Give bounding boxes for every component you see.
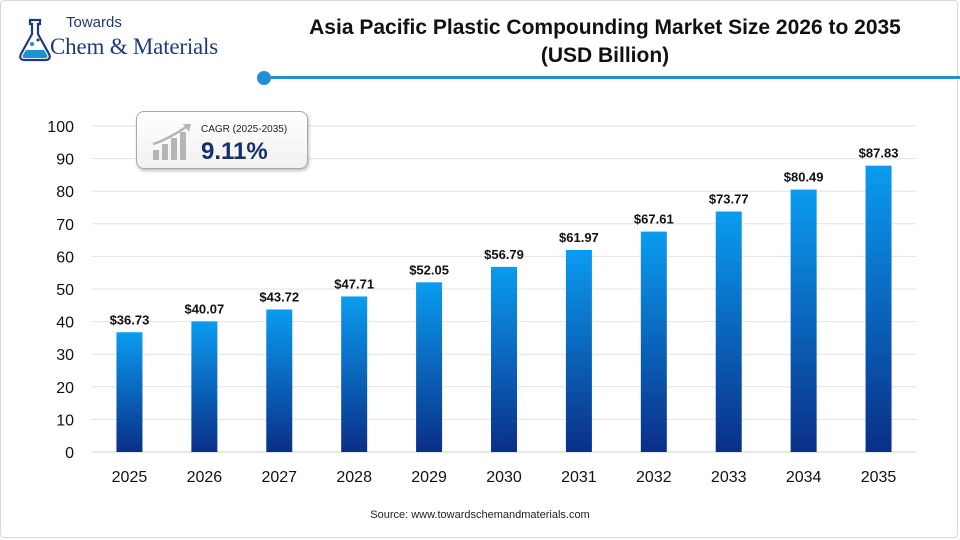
y-tick-label: 70 — [56, 217, 74, 234]
x-tick-label: 2028 — [336, 469, 372, 486]
chart-title-line-2: (USD Billion) — [540, 44, 670, 67]
logo-text-main: Chem & Materials — [50, 34, 218, 59]
x-tick-label: 2035 — [861, 469, 897, 486]
bar-2034 — [790, 189, 817, 452]
data-label-2033: $73.77 — [709, 192, 749, 207]
logo-text-top: Towards — [66, 14, 122, 31]
x-tick-label: 2031 — [561, 469, 597, 486]
bar-2030 — [491, 266, 517, 452]
growth-chart-icon — [152, 123, 191, 160]
data-label-2029: $52.05 — [409, 262, 449, 277]
bar-2028 — [341, 296, 368, 452]
chart-title: Asia Pacific Plastic Compounding Market … — [280, 14, 930, 70]
y-axis: 0 10 20 30 40 50 60 70 80 90 100 — [47, 119, 74, 462]
bar-2026 — [191, 321, 218, 452]
y-tick-label: 20 — [56, 380, 74, 397]
y-tick-label: 10 — [56, 412, 74, 429]
x-tick-label: 2030 — [486, 469, 522, 486]
data-label-2034: $80.49 — [784, 170, 824, 185]
x-tick-label: 2027 — [261, 469, 297, 486]
source-note: Source: www.towardschemandmaterials.com — [370, 509, 590, 521]
divider-dot — [257, 71, 271, 85]
bar-2033 — [715, 211, 742, 452]
bar-2027 — [266, 309, 293, 452]
data-label-2026: $40.07 — [184, 301, 224, 316]
data-label-2030: $56.79 — [484, 247, 524, 262]
data-label-2032: $67.61 — [634, 212, 674, 227]
data-label-2027: $43.72 — [259, 289, 299, 304]
data-label-2031: $61.97 — [559, 230, 599, 245]
x-tick-label: 2033 — [711, 469, 747, 486]
bar-2031 — [565, 249, 592, 452]
x-tick-label: 2034 — [786, 469, 822, 486]
divider-line — [271, 76, 960, 79]
bar-2035 — [865, 165, 892, 452]
flask-icon — [19, 18, 51, 62]
y-tick-label: 100 — [47, 119, 74, 136]
y-tick-label: 30 — [56, 347, 74, 364]
brand-logo: Towards Chem & Materials — [14, 4, 264, 68]
y-tick-label: 40 — [56, 315, 74, 332]
data-label-2035: $87.83 — [859, 146, 899, 161]
bars: $36.73 $40.07 $43.72 $47.71 $52.05 $56.79 $61.… — [110, 146, 899, 452]
bar-2025 — [116, 332, 143, 452]
bar-2029 — [416, 282, 443, 452]
bar-2032 — [640, 231, 667, 452]
x-tick-label: 2026 — [187, 469, 223, 486]
data-label-2028: $47.71 — [334, 276, 374, 291]
y-tick-label: 80 — [56, 184, 74, 201]
x-tick-label: 2032 — [636, 469, 672, 486]
chart-title-line-1: Asia Pacific Plastic Compounding Market … — [309, 16, 901, 39]
cagr-label: CAGR (2025-2035) — [201, 124, 288, 135]
y-tick-label: 0 — [65, 445, 74, 462]
x-tick-label: 2025 — [112, 469, 148, 486]
data-label-2025: $36.73 — [110, 312, 150, 327]
cagr-value: 9.11% — [201, 138, 268, 165]
x-axis: 2025 2026 2027 2028 2029 2030 2031 2032 2033 2034… — [112, 469, 897, 486]
y-tick-label: 50 — [56, 282, 74, 299]
x-tick-label: 2029 — [411, 469, 447, 486]
cagr-box: CAGR (2025-2035) 9.11% — [136, 111, 308, 169]
y-tick-label: 90 — [56, 152, 74, 169]
y-tick-label: 60 — [56, 249, 74, 266]
